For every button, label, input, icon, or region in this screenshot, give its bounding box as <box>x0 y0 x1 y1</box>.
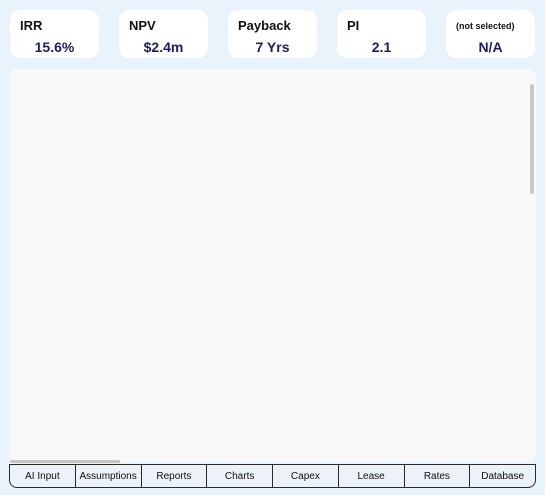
metric-value-payback: 7 Yrs <box>255 39 290 55</box>
vertical-scrollbar[interactable] <box>530 84 534 194</box>
tab-ai-input[interactable]: AI Input <box>9 464 76 488</box>
metric-card-not-selected: (not selected) N/A <box>446 10 535 58</box>
metric-value-npv: $2.4m <box>143 39 184 55</box>
metric-card-irr: IRR 15.6% <box>10 10 99 58</box>
metric-label-payback: Payback <box>238 18 291 33</box>
metric-label-npv: NPV <box>129 18 156 33</box>
tab-database[interactable]: Database <box>470 464 536 488</box>
metric-value-not-selected: N/A <box>478 39 503 55</box>
metric-label-not-selected: (not selected) <box>456 21 515 31</box>
tab-lease[interactable]: Lease <box>338 464 405 488</box>
tab-capex[interactable]: Capex <box>273 464 339 488</box>
metric-label-pi: PI <box>347 18 360 33</box>
tab-bar: AI Input Assumptions Reports Charts Cape… <box>9 464 536 488</box>
tab-reports[interactable]: Reports <box>141 464 208 488</box>
metric-value-pi: 2.1 <box>371 39 392 55</box>
tab-rates[interactable]: Rates <box>404 464 471 488</box>
metric-label-irr: IRR <box>20 18 43 33</box>
content-panel <box>9 69 536 462</box>
horizontal-scrollbar[interactable] <box>10 460 120 463</box>
tab-charts[interactable]: Charts <box>207 464 273 488</box>
metric-card-pi: PI 2.1 <box>337 10 426 58</box>
tab-assumptions[interactable]: Assumptions <box>75 464 142 488</box>
metric-card-payback: Payback 7 Yrs <box>228 10 317 58</box>
metric-value-irr: 15.6% <box>34 39 75 55</box>
metric-card-npv: NPV $2.4m <box>119 10 208 58</box>
